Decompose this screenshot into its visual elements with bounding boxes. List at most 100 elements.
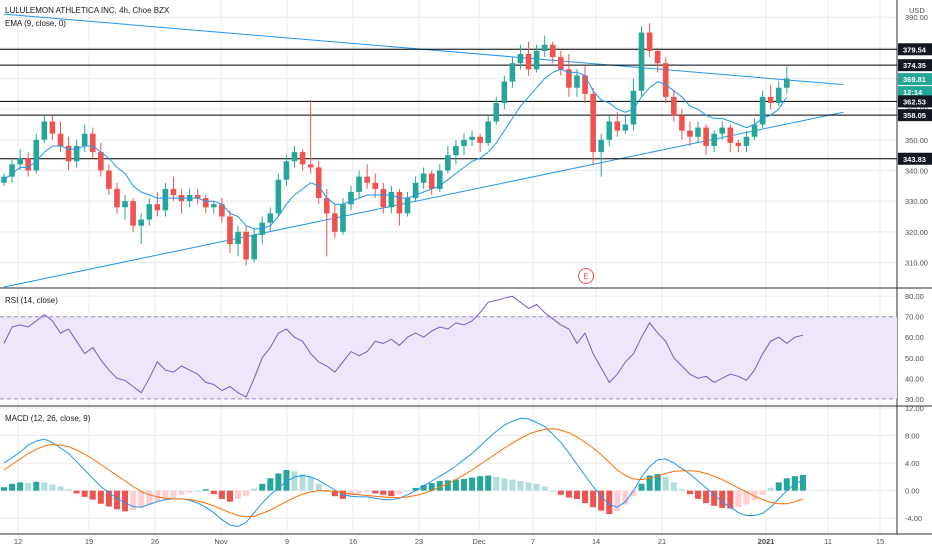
macd-histogram-bar <box>122 490 129 512</box>
macd-histogram-bar <box>259 483 266 491</box>
macd-histogram-bar <box>573 490 580 499</box>
candle-body <box>606 121 613 140</box>
macd-histogram-bar <box>331 490 338 497</box>
candle-body <box>428 173 435 189</box>
candle-body <box>106 170 112 189</box>
candle-body <box>98 152 104 171</box>
rsi-line <box>3 295 804 398</box>
candle-body <box>654 50 661 64</box>
macd-histogram-bar <box>590 490 597 508</box>
macd-histogram-bar <box>194 490 201 492</box>
candle-body <box>340 204 346 232</box>
macd-histogram-bar <box>283 470 290 491</box>
rsi-tick-label: 60.00 <box>905 333 924 342</box>
macd-histogram-bar <box>662 476 669 491</box>
candle-body <box>49 121 56 134</box>
candle-body <box>33 139 40 171</box>
rsi-band-fill <box>0 316 897 399</box>
candle-body <box>202 198 209 208</box>
candle-body <box>727 127 734 143</box>
price-tick-label: 310.00 <box>905 258 928 267</box>
candle-body <box>283 161 290 180</box>
x-tick-label: 26 <box>151 537 159 546</box>
rsi-tick-label: 30.00 <box>905 395 924 404</box>
macd-histogram-bar <box>380 490 387 495</box>
candle-body <box>590 93 596 153</box>
rsi-tick-label: 80.00 <box>905 292 924 301</box>
macd-histogram-bar <box>412 487 419 491</box>
macd-histogram-bar <box>767 487 774 491</box>
macd-histogram-bar <box>727 490 734 509</box>
price-label-bg <box>898 86 932 99</box>
earnings-marker[interactable]: E <box>578 268 594 284</box>
candle-body <box>767 96 774 104</box>
macd-histogram-bar <box>65 489 72 491</box>
candle-body <box>122 201 128 208</box>
candle-body <box>517 53 524 64</box>
candle-body <box>146 204 153 220</box>
macd-histogram-bar <box>178 490 185 495</box>
candle-body <box>574 75 580 88</box>
x-tick-label: 21 <box>658 537 666 546</box>
macd-histogram-bar <box>695 490 702 499</box>
candle-body <box>598 139 604 153</box>
axes: 121926Nov91623Dec7142120211115390.00380.… <box>14 13 928 546</box>
candle-body <box>372 182 379 189</box>
macd-histogram-bar <box>460 478 467 491</box>
candles <box>1 23 790 266</box>
macd-histogram-bar <box>364 490 371 493</box>
ema-line <box>3 68 788 230</box>
x-tick-label: 14 <box>592 537 600 546</box>
candle-body <box>17 158 23 165</box>
macd-histogram-bar <box>533 483 540 491</box>
rsi-band <box>0 316 897 400</box>
macd-histogram-bar <box>606 490 613 515</box>
macd-histogram-bar <box>525 482 532 491</box>
macd-histogram-bar <box>775 482 782 491</box>
candle-body <box>356 176 362 192</box>
candle-body <box>235 231 241 245</box>
macd-histogram-bar <box>735 490 742 508</box>
rsi-tick-label: 70.00 <box>905 313 924 322</box>
candle-body <box>227 216 233 245</box>
candle-body <box>57 133 64 146</box>
macd-histogram-bar <box>541 486 548 491</box>
trendlines[interactable] <box>3 13 844 288</box>
x-tick-label: 11 <box>824 537 832 546</box>
candle-body <box>445 155 451 171</box>
candle-body <box>404 198 411 214</box>
macd-tick-label: 8.00 <box>905 432 920 441</box>
candle-body <box>219 204 225 217</box>
macd-histogram-bar <box>251 488 258 491</box>
macd-histogram-bar <box>57 486 64 491</box>
earnings-circle <box>578 268 594 284</box>
candle-body <box>485 121 491 143</box>
macd-histogram-bar <box>138 490 145 508</box>
macd-histogram-bar <box>291 471 298 491</box>
price-label-bg <box>898 152 932 165</box>
candle-body <box>194 195 201 199</box>
macd-histogram-bar <box>436 481 443 491</box>
candle-body <box>477 136 483 143</box>
macd-histogram-bar <box>630 490 637 497</box>
macd-histogram-bar <box>711 490 718 506</box>
macd-histogram-bar <box>759 490 766 495</box>
rsi-legend: RSI (14, close) <box>5 296 58 305</box>
chart-title: LULULEMON ATHLETICA INC, 4h, Choe BZX <box>5 6 170 15</box>
candle-body <box>549 44 556 58</box>
price-tick-label: 320.00 <box>905 228 928 237</box>
candle-body <box>130 201 136 226</box>
candle-body <box>307 164 314 168</box>
macd-histogram-bar <box>25 483 32 491</box>
candle-body <box>783 78 790 88</box>
candle-body <box>622 124 629 131</box>
candle-body <box>89 133 96 153</box>
macd-histogram-bar <box>186 490 193 493</box>
macd-histogram-bar <box>509 479 516 491</box>
macd-histogram-bar <box>89 490 96 500</box>
candle-body <box>533 50 540 70</box>
candle-body <box>469 136 475 140</box>
macd-histogram-bar <box>105 490 112 507</box>
trendline <box>3 111 844 288</box>
